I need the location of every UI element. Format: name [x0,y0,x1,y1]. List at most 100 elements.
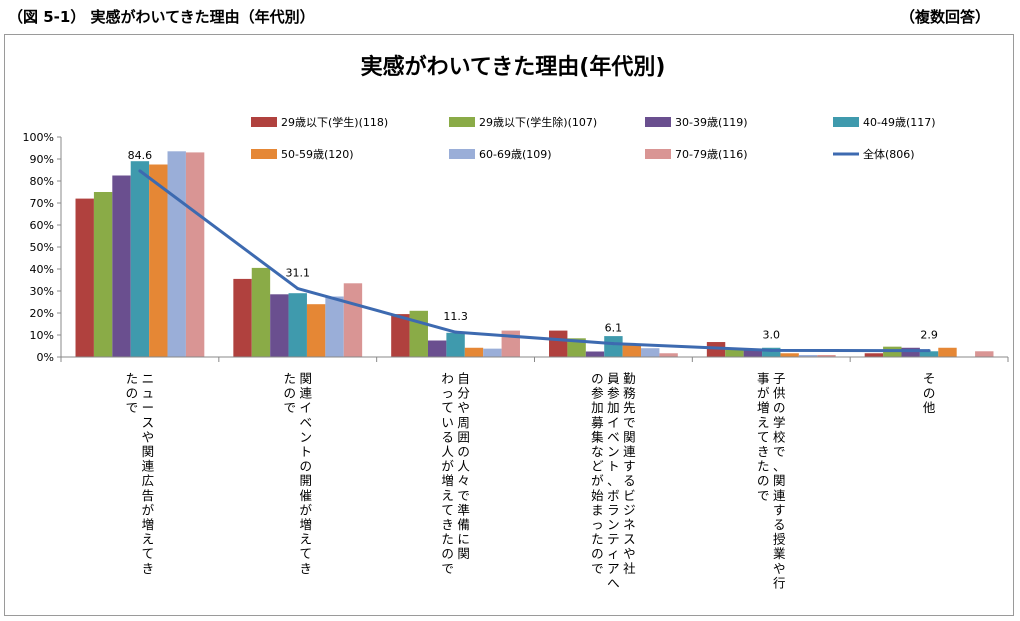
bar [725,349,744,357]
bar [780,353,799,357]
bar [343,283,363,357]
total-line-point [454,330,458,334]
category-label-line: ニュースや関連広告が増えてき [142,371,155,576]
legend-label: 60-69歳(109) [479,148,552,161]
figure-caption: （図 5-1） 実感がわいてきた理由（年代別） [8,8,315,26]
category-label-line: たので [126,371,139,415]
x-axis: ニュースや関連広告が増えてきたので関連イベントの開催が増えてきたので自分や周囲の… [60,356,1009,590]
bar [427,340,447,357]
bar [483,348,502,357]
legend-label: 70-79歳(116) [675,148,748,161]
bar [75,198,94,357]
legend-swatch [833,117,859,127]
data-label: 6.1 [605,322,623,335]
category-label-line: たので [283,371,296,415]
data-label: 31.1 [286,267,311,280]
bar [149,164,168,357]
total-line [139,169,930,353]
legend-label: 全体(806) [863,147,915,161]
bar [93,192,113,357]
bar [975,351,994,357]
bar [446,332,465,357]
legend-label: 50-59歳(120) [281,148,354,161]
category-label-line: 関連イベントの開催が増えてき [299,371,312,576]
bar [798,355,818,357]
y-tick-label: 100% [23,131,54,144]
legend-swatch [251,149,277,159]
bar-group [75,151,994,357]
bar [641,348,660,357]
legend-item: 全体(806) [833,147,915,161]
legend-item: 29歳以下(学生)(118) [251,115,388,129]
data-label: 84.6 [128,149,153,162]
bar-series [130,161,939,357]
bar [901,347,920,357]
y-tick-label: 70% [30,197,54,210]
bar [549,330,568,357]
chart-canvas: 実感がわいてきた理由(年代別) 29歳以下(学生)(118) 29歳以下(学生除)… [23,54,1009,590]
y-tick-label: 30% [30,285,54,298]
category-label-line: その他 [923,371,936,415]
legend-item: 60-69歳(109) [449,148,552,161]
data-label: 11.3 [443,310,468,323]
legend-item: 40-49歳(117) [833,116,936,129]
legend-swatch [645,117,671,127]
bar [864,353,884,357]
bar [464,347,484,357]
category-label-line: 自分や周囲の人々で準備に関 [457,371,470,561]
legend-item: 29歳以下(学生除)(107) [449,115,597,129]
bar-series [167,151,818,357]
chart-title: 実感がわいてきた理由(年代別) [361,54,666,80]
bar [325,296,344,357]
category-label-line: 員参加イベント、ボランティアへ [607,371,620,590]
total-line-group: 84.6 31.1 11.3 6.1 3.0 2.9 [128,149,938,353]
bar [706,342,726,357]
y-tick-label: 80% [30,175,54,188]
bar [919,351,939,357]
data-label: 3.0 [763,328,781,341]
bar [288,293,307,357]
category-label-line: 事が増えてきたので [757,371,770,503]
y-axis: 0% 10% 20% 30% 40% 50% 60% 70% 80% 90% 100% [23,131,62,364]
y-tick-label: 50% [30,241,54,254]
answer-type-note: （複数回答） [899,8,990,26]
legend-item: 70-79歳(116) [645,148,748,161]
legend-item: 30-39歳(119) [645,116,748,129]
bar [817,355,836,357]
total-line-point [769,348,773,352]
total-line-point [927,349,931,353]
bar [659,353,678,357]
category-label: 勤務先で関連するビジネスや社員参加イベント、ボランティアへの参加募集などが始まっ… [591,371,636,590]
bar [167,151,186,357]
bar-series [75,198,884,357]
bar [938,347,957,357]
chart-frame: 実感がわいてきた理由(年代別) 29歳以下(学生)(118) 29歳以下(学生除)… [4,34,1014,616]
y-tick-label: 0% [37,351,54,364]
legend-label: 40-49歳(117) [863,116,936,129]
category-label: その他 [923,371,936,415]
bar [409,310,428,357]
bar [251,267,271,357]
legend-label: 29歳以下(学生)(118) [281,115,388,129]
chart-legend: 29歳以下(学生)(118) 29歳以下(学生除)(107) 30-39歳(119)… [251,115,936,161]
bar [567,338,586,357]
category-label-line: わっている人が増えてきたので [441,371,454,576]
bar [185,152,205,357]
bar-series [112,175,920,357]
total-line-point [611,342,615,346]
bar [130,161,150,357]
legend-item: 50-59歳(120) [251,148,354,161]
bar [622,344,642,357]
bar [306,304,326,357]
data-label: 2.9 [920,329,938,342]
y-tick-label: 60% [30,219,54,232]
bar [762,347,781,357]
legend-label: 30-39歳(119) [675,116,748,129]
legend-swatch [645,149,671,159]
category-label-line: 勤務先で関連するビジネスや社 [623,371,636,576]
bar [391,314,410,357]
bar [233,278,252,357]
bar [743,349,763,357]
